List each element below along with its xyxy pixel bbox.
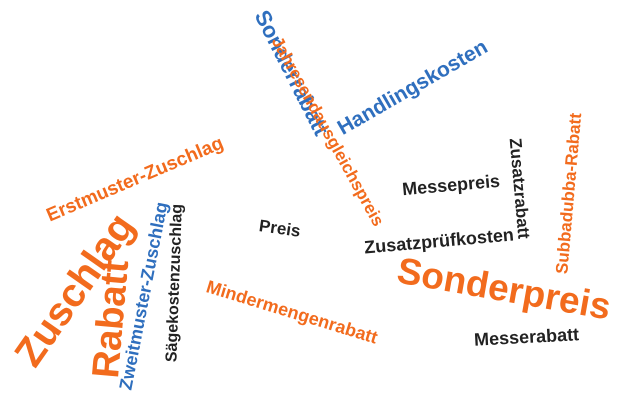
word-zusatzpruefkosten: Zusatzprüfkosten: [363, 224, 515, 258]
word-preis: Preis: [257, 216, 302, 241]
word-jahresendausgleichspreis: Jahresendausgleichspreis: [267, 33, 388, 230]
word-mindermengenrabatt: Mindermengenrabatt: [203, 276, 381, 348]
word-messepreis: Messepreis: [401, 170, 501, 200]
word-messerabatt: Messerabatt: [473, 324, 580, 350]
word-sonderpreis: Sonderpreis: [394, 249, 614, 328]
word-handlingskosten: Handlingskosten: [333, 35, 492, 140]
word-rabatt: Rabatt: [85, 258, 138, 380]
word-subbadubba-rabatt: Subbadubba-Rabatt: [552, 112, 586, 275]
word-saegekostenzuschlag: Sägekostenzuschlag: [163, 203, 186, 363]
word-erstmuster-zuschlag: Erstmuster-Zuschlag: [43, 132, 227, 227]
